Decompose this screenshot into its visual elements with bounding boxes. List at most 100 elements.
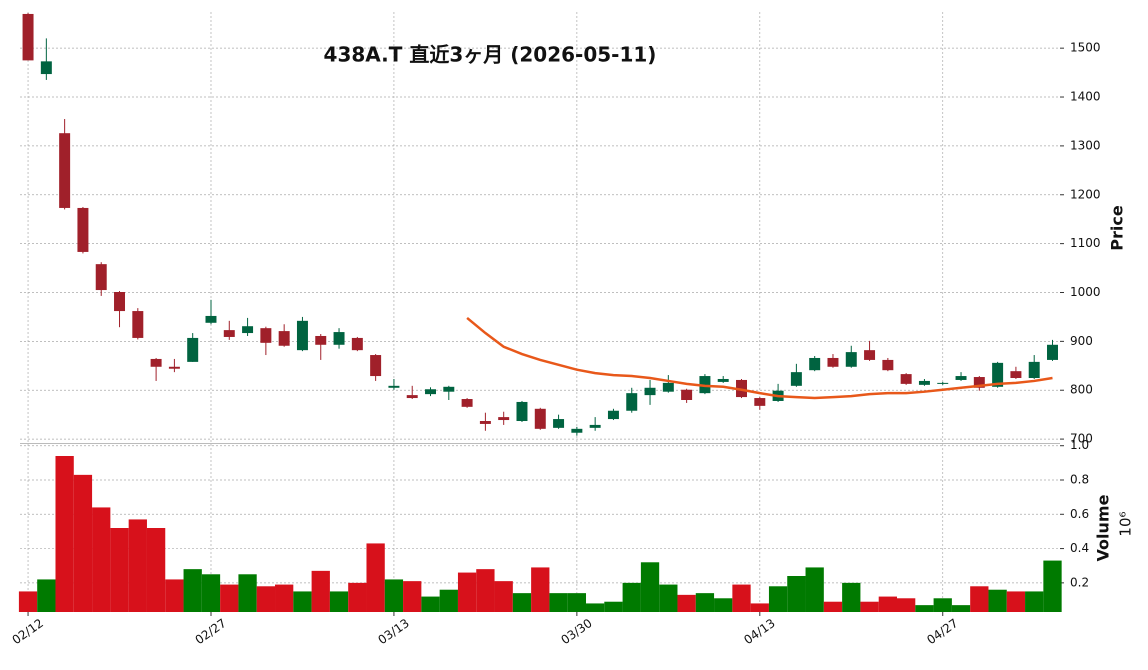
candle-body: [644, 387, 656, 396]
candle-body: [443, 386, 455, 392]
axis-offset-label: 10⁶: [1117, 511, 1135, 536]
candle-body: [809, 357, 821, 371]
candle-body: [937, 382, 949, 384]
y-tick-label: 1000: [1070, 285, 1101, 299]
candle-body: [1028, 361, 1040, 379]
candle-body: [150, 358, 162, 367]
candle-body: [900, 374, 912, 384]
volume-bar: [1025, 591, 1044, 612]
x-tick-label: 02/12: [10, 616, 46, 647]
candle-body: [22, 13, 34, 61]
candle-body: [260, 328, 272, 343]
volume-bar: [823, 601, 843, 612]
volume-bar: [403, 581, 422, 612]
y-tick-label: 1500: [1070, 41, 1101, 55]
y-tick-label: 800: [1070, 383, 1093, 397]
volume-bar: [897, 598, 916, 612]
volume-bar: [457, 572, 477, 612]
x-tick-label: 04/27: [924, 616, 960, 647]
candle-body: [973, 377, 985, 388]
volume-bar: [275, 584, 294, 612]
volume-bar: [165, 579, 184, 612]
candle-body: [461, 399, 473, 407]
y-tick-label: 1.0: [1070, 438, 1089, 452]
candle-body: [864, 350, 876, 360]
y-tick-label: 700: [1070, 432, 1093, 446]
candle-body: [406, 395, 418, 399]
candle-body: [498, 417, 510, 421]
candle-body: [827, 357, 839, 367]
candle-body: [589, 424, 601, 428]
volume-bar: [1006, 591, 1026, 612]
candle-body: [571, 428, 583, 433]
y-tick-label: 0.6: [1070, 507, 1089, 521]
candle-body: [754, 398, 766, 406]
x-tick-label: 02/27: [193, 616, 229, 647]
volume-bar: [476, 569, 495, 612]
volume-bar: [531, 567, 550, 612]
candle-body: [370, 355, 382, 377]
volume-bar: [988, 589, 1007, 612]
volume-bar: [695, 593, 715, 612]
candle-body: [553, 419, 565, 428]
candle-body: [681, 389, 693, 400]
volume-bar: [677, 594, 696, 612]
candle-body: [918, 380, 930, 385]
volume-bar: [512, 593, 532, 612]
volume-bar: [970, 586, 989, 612]
candle-body: [333, 332, 345, 345]
volume-bar: [311, 570, 330, 612]
volume-bar: [256, 586, 276, 612]
moving-average-line: [466, 316, 1053, 400]
candle-body: [95, 264, 107, 291]
volume-bar: [567, 593, 587, 612]
volume-bar: [878, 596, 898, 612]
y-tick-label: 0.8: [1070, 473, 1089, 487]
volume-bar: [604, 601, 623, 612]
volume-bar: [842, 582, 861, 612]
y-axis-label: Price: [1108, 205, 1127, 251]
x-tick-label: 04/13: [741, 616, 777, 647]
candle-body: [1010, 371, 1022, 379]
volume-bar: [366, 543, 385, 612]
candle-body: [388, 385, 400, 388]
volume-bar: [494, 581, 513, 612]
candle-body: [168, 366, 180, 369]
candle-body: [992, 362, 1004, 387]
volume-bar: [714, 598, 733, 612]
volume-bar: [787, 576, 806, 612]
y-tick-label: 1200: [1070, 187, 1101, 201]
y-tick-label: 1300: [1070, 138, 1101, 152]
candle-body: [626, 393, 638, 411]
candle-body: [40, 61, 52, 75]
chart-title: 438A.T 直近3ヶ月 (2026-05-11): [324, 43, 657, 67]
volume-bar: [933, 598, 952, 612]
volume-bar: [1043, 560, 1062, 612]
x-tick-label: 03/13: [375, 616, 411, 647]
candle-body: [205, 315, 217, 323]
volume-bar: [18, 591, 38, 612]
y-axis-label: Volume: [1094, 494, 1113, 561]
volume-bar: [128, 519, 147, 612]
candle-body: [607, 410, 619, 420]
volume-bar: [146, 528, 166, 612]
y-tick-label: 0.4: [1070, 541, 1089, 555]
volume-bar: [183, 569, 202, 612]
volume-bar: [732, 584, 751, 612]
volume-bar: [586, 603, 605, 612]
volume-bar: [73, 474, 93, 612]
candle-body: [114, 292, 126, 312]
volume-bar: [951, 605, 971, 612]
volume-bar: [915, 605, 934, 612]
volume-bar: [750, 603, 769, 612]
candle-body: [278, 331, 290, 346]
volume-bar: [421, 596, 440, 612]
candle-body: [790, 372, 802, 386]
volume-bar: [640, 562, 660, 612]
volume-bar: [348, 582, 367, 612]
volume-bar: [622, 582, 641, 612]
volume-bar: [659, 584, 678, 612]
candle-body: [717, 378, 729, 382]
candle-body: [845, 352, 857, 367]
